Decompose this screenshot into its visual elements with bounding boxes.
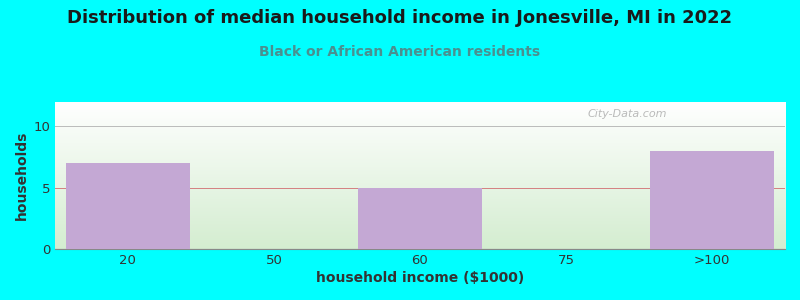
Text: City-Data.com: City-Data.com (588, 109, 667, 119)
Bar (358, 188, 482, 249)
Bar (66, 163, 190, 249)
X-axis label: household income ($1000): household income ($1000) (316, 271, 524, 285)
Text: Black or African American residents: Black or African American residents (259, 45, 541, 59)
Y-axis label: households: households (15, 131, 29, 220)
Bar (650, 151, 774, 249)
Text: Distribution of median household income in Jonesville, MI in 2022: Distribution of median household income … (67, 9, 733, 27)
